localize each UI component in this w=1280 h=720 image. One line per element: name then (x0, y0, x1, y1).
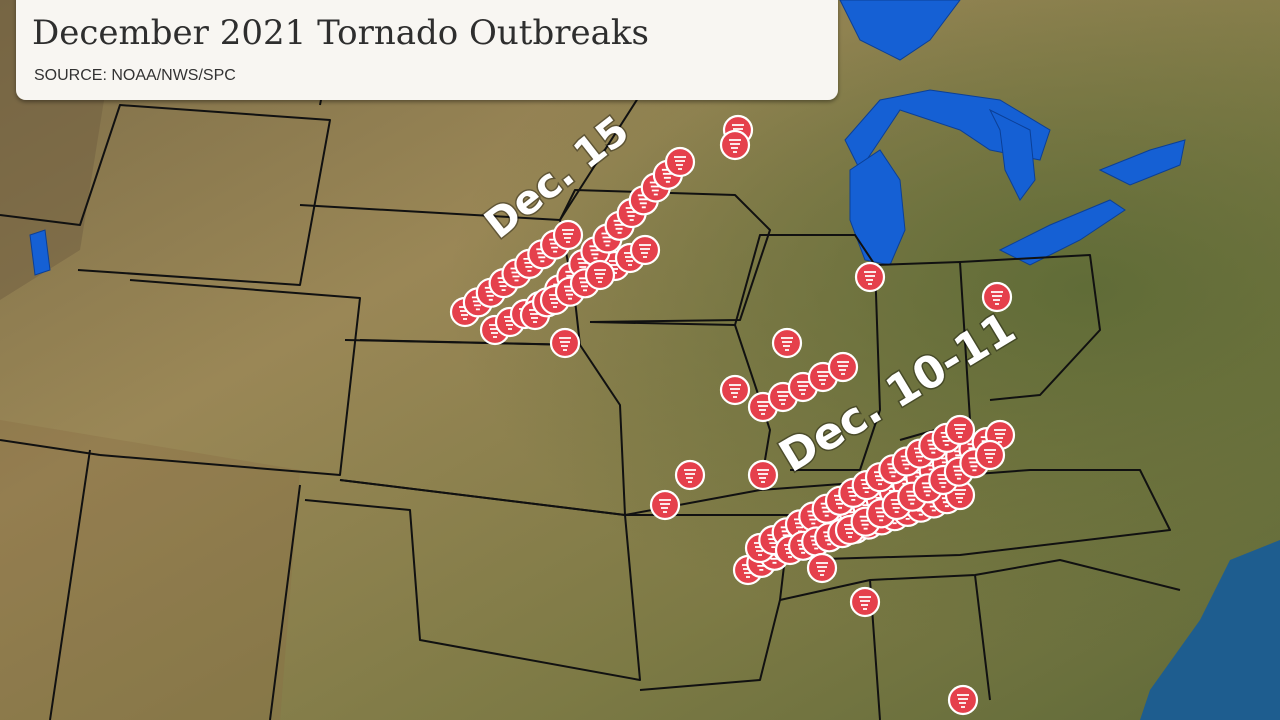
tornado-marker (974, 439, 1006, 471)
tornado-marker (849, 586, 881, 618)
marker-icon (875, 507, 888, 522)
tornado-marker (806, 552, 838, 584)
tornado-marker (747, 459, 779, 491)
tornado-marker (827, 351, 859, 383)
title: December 2021 Tornado Outbreaks (32, 13, 649, 53)
marker-icon (984, 449, 996, 463)
marker-dot (981, 281, 1013, 313)
marker-icon (609, 260, 621, 274)
marker-icon (817, 371, 829, 385)
marker-icon (624, 252, 636, 266)
marker-icon (921, 482, 934, 497)
marker-icon (991, 291, 1003, 305)
marker-icon (684, 469, 696, 483)
marker-icon (674, 156, 686, 170)
title-panel (16, 0, 838, 100)
marker-icon (777, 391, 789, 405)
tornado-marker (771, 327, 803, 359)
marker-icon (859, 515, 872, 530)
desert (0, 420, 300, 720)
marker-dot (719, 374, 751, 406)
marker-icon (890, 499, 903, 513)
ocean (1140, 540, 1280, 720)
tornado-markers (449, 114, 1016, 716)
tornado-marker (719, 129, 751, 161)
marker-icon (968, 457, 981, 472)
marker-icon (781, 337, 793, 351)
marker-dot (771, 327, 803, 359)
marker-icon (549, 294, 561, 308)
marker-icon (659, 499, 671, 513)
marker-icon (844, 524, 856, 538)
marker-dot (827, 351, 859, 383)
marker-dot (747, 459, 779, 491)
marker-icon (816, 562, 828, 576)
marker-icon (937, 474, 950, 488)
marker-icon (957, 694, 969, 708)
marker-icon (994, 429, 1006, 443)
marker-dot (974, 439, 1006, 471)
marker-icon (906, 490, 919, 505)
marker-icon (564, 285, 576, 300)
marker-icon (579, 277, 591, 292)
great-lakes (29, 0, 1186, 276)
marker-dot (944, 414, 976, 446)
tornado-marker (947, 684, 979, 716)
tornado-marker (981, 281, 1013, 313)
title-box: December 2021 Tornado Outbreaks SOURCE: … (16, 0, 838, 100)
tornado-marker (664, 146, 696, 178)
marker-icon (594, 269, 606, 283)
marker-dot (584, 259, 616, 291)
marker-dot (649, 489, 681, 521)
marker-icon (797, 381, 809, 395)
tornado-marker (649, 489, 681, 521)
marker-dot (664, 146, 696, 178)
marker-icon (859, 596, 871, 610)
marker-dot (674, 459, 706, 491)
marker-dot (854, 261, 886, 293)
marker-icon (954, 424, 966, 438)
tornado-marker (629, 234, 661, 266)
marker-icon (729, 384, 741, 398)
tornado-marker (944, 414, 976, 446)
marker-icon (757, 401, 769, 415)
marker-dot (552, 219, 584, 251)
marker-icon (504, 316, 516, 330)
marker-icon (864, 271, 876, 285)
marker-icon (837, 361, 849, 375)
marker-dot (549, 327, 581, 359)
marker-icon (559, 337, 571, 351)
tornado-marker (584, 259, 616, 291)
tornado-marker (854, 261, 886, 293)
marker-dot (806, 552, 838, 584)
marker-icon (757, 469, 769, 483)
tornado-marker (674, 459, 706, 491)
marker-icon (952, 465, 965, 480)
marker-icon (639, 244, 651, 258)
marker-dot (719, 129, 751, 161)
marker-dot (947, 684, 979, 716)
tornado-marker (719, 374, 751, 406)
marker-icon (562, 229, 574, 243)
marker-icon (489, 324, 501, 338)
marker-icon (954, 489, 966, 503)
marker-dot (849, 586, 881, 618)
source: SOURCE: NOAA/NWS/SPC (34, 67, 236, 84)
marker-dot (629, 234, 661, 266)
tornado-marker (552, 219, 584, 251)
tornado-marker (549, 327, 581, 359)
marker-icon (732, 124, 744, 138)
marker-icon (729, 139, 741, 153)
